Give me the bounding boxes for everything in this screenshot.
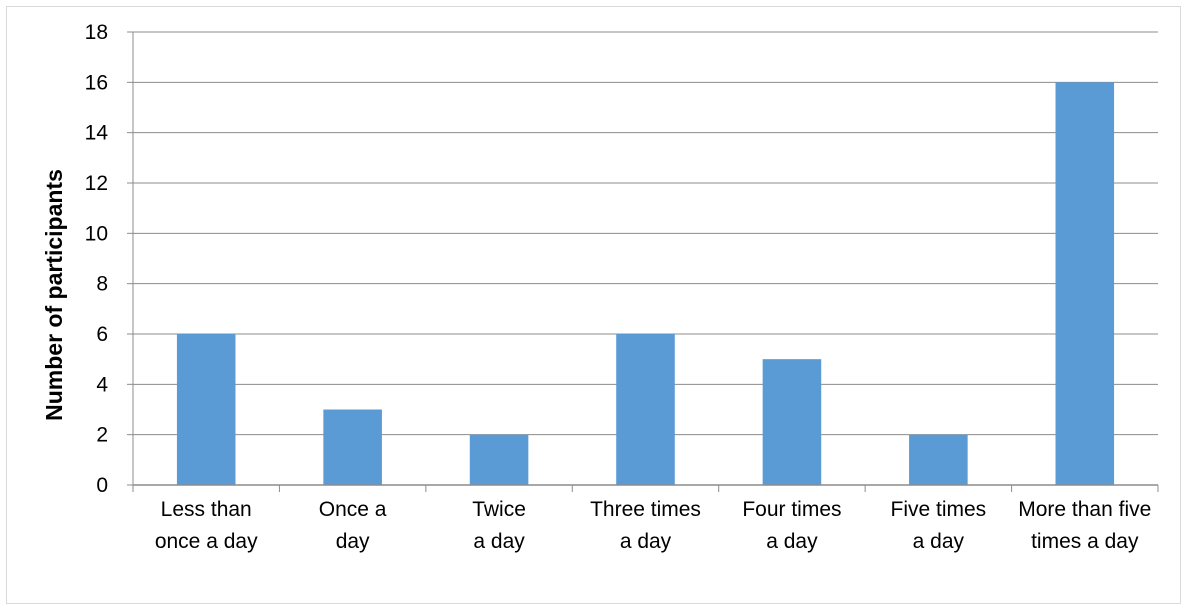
bar	[176, 334, 236, 485]
x-category-label: Three times a day	[590, 498, 701, 553]
gridlines	[133, 31, 1158, 436]
x-category-label: Four times a day	[742, 498, 841, 553]
bar	[469, 434, 529, 485]
y-axis-label: Number of participants	[41, 169, 67, 421]
x-category-label-line: day	[336, 530, 370, 553]
y-tick-label: 4	[96, 373, 108, 396]
x-category-label-line: Once a	[319, 498, 387, 521]
x-category-label-line: times a day	[1031, 530, 1139, 553]
x-category-label-line: Four times	[742, 498, 841, 521]
bar	[323, 409, 382, 485]
x-category-label-line: Twice	[472, 498, 526, 521]
x-category-label-line: once a day	[155, 530, 258, 553]
y-tick-labels: 0 2 4 6 8 10 12 14 16 18	[85, 21, 109, 497]
x-category-label-line: Three times	[590, 498, 701, 521]
chart-frame	[6, 6, 1181, 604]
bar	[909, 434, 968, 485]
x-category-label-line: a day	[766, 530, 818, 553]
x-category-label: Once a day	[319, 498, 387, 553]
y-tick-label: 2	[96, 424, 108, 447]
bar	[1055, 82, 1115, 485]
x-category-label-line: a day	[620, 530, 672, 553]
x-category-label: Twice a day	[472, 498, 526, 553]
x-category-label: More than five times a day	[1018, 498, 1151, 553]
x-category-label-line: Less than	[161, 498, 252, 521]
y-tick-label: 6	[96, 323, 108, 346]
bar	[762, 359, 822, 485]
y-tick-label: 18	[85, 21, 108, 44]
y-tick-label: 0	[96, 474, 108, 497]
y-tick-label: 12	[85, 172, 108, 195]
x-category-label-line: a day	[473, 530, 525, 553]
y-tick-label: 14	[85, 122, 109, 145]
x-category-label-line: a day	[913, 530, 965, 553]
bar	[616, 334, 675, 485]
bars	[176, 82, 1115, 485]
y-tick-label: 8	[96, 273, 108, 296]
axes	[127, 31, 1159, 492]
x-category-label-line: More than five	[1018, 498, 1151, 521]
x-category-label: Less than once a day	[155, 498, 258, 553]
x-category-label-line: Five times	[891, 498, 987, 521]
y-tick-label: 10	[85, 222, 108, 245]
x-category-label: Five times a day	[891, 498, 987, 553]
y-tick-label: 16	[85, 71, 108, 94]
